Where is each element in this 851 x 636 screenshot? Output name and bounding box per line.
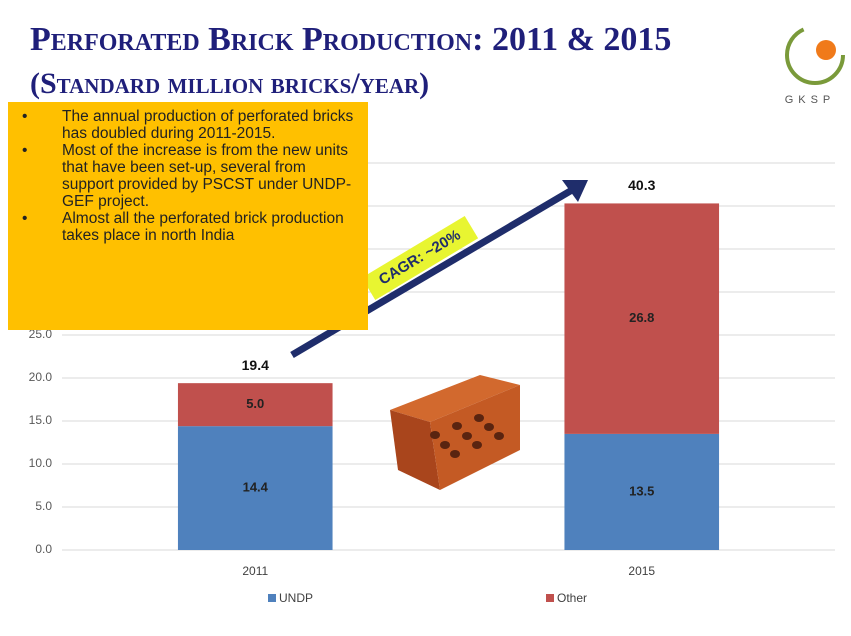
legend-label: UNDP — [279, 591, 313, 605]
total-label: 40.3 — [628, 177, 655, 193]
notes-list: The annual production of perforated bric… — [16, 108, 358, 244]
notes-box: The annual production of perforated bric… — [8, 102, 368, 330]
data-label: 26.8 — [629, 310, 654, 325]
bar-segment — [177, 426, 333, 550]
chart-title: Perforated Brick Production: 2011 & 2015 — [30, 21, 671, 58]
note: Most of the increase is from the new uni… — [22, 142, 358, 210]
y-tick-label: 20.0 — [29, 370, 53, 384]
note: The annual production of perforated bric… — [22, 108, 358, 142]
brick-hole — [462, 432, 472, 440]
y-tick-label: 25.0 — [29, 327, 53, 341]
brick-top — [390, 375, 520, 422]
y-tick-label: 10.0 — [29, 456, 53, 470]
logo-text: GKSP — [785, 94, 836, 106]
x-tick-label: 2015 — [628, 564, 655, 578]
y-tick-label: 5.0 — [35, 499, 52, 513]
brick-hole — [430, 431, 440, 439]
arrow-head — [562, 180, 588, 202]
logo: GKSP — [785, 25, 845, 106]
brick-hole — [494, 432, 504, 440]
y-tick-label: 0.0 — [35, 542, 52, 556]
y-tick-label: 15.0 — [29, 413, 53, 427]
logo-dot — [816, 40, 836, 60]
bar-segment — [177, 383, 333, 427]
data-label: 13.5 — [629, 483, 654, 498]
legend-swatch — [268, 594, 276, 602]
x-tick-label: 2011 — [242, 564, 268, 578]
brick-hole — [450, 450, 460, 458]
annotation-bg — [361, 215, 479, 301]
bar-segment — [564, 203, 720, 434]
brick-hole — [472, 441, 482, 449]
brick — [390, 375, 520, 490]
brick-hole — [474, 414, 484, 422]
legend-label: Other — [557, 591, 587, 605]
logo-ring — [785, 25, 845, 85]
total-label: 19.4 — [242, 357, 269, 373]
brick-hole — [440, 441, 450, 449]
brick-hole — [452, 422, 462, 430]
brick-hole — [484, 423, 494, 431]
legend-swatch — [546, 594, 554, 602]
brick-front — [390, 410, 440, 490]
chart-subtitle: (Standard million bricks/year) — [30, 67, 429, 100]
data-label: 14.4 — [243, 480, 269, 495]
bar-segment — [564, 433, 720, 550]
note: Almost all the perforated brick producti… — [22, 210, 358, 244]
data-label: 5.0 — [246, 396, 264, 411]
brick-side — [430, 385, 520, 490]
